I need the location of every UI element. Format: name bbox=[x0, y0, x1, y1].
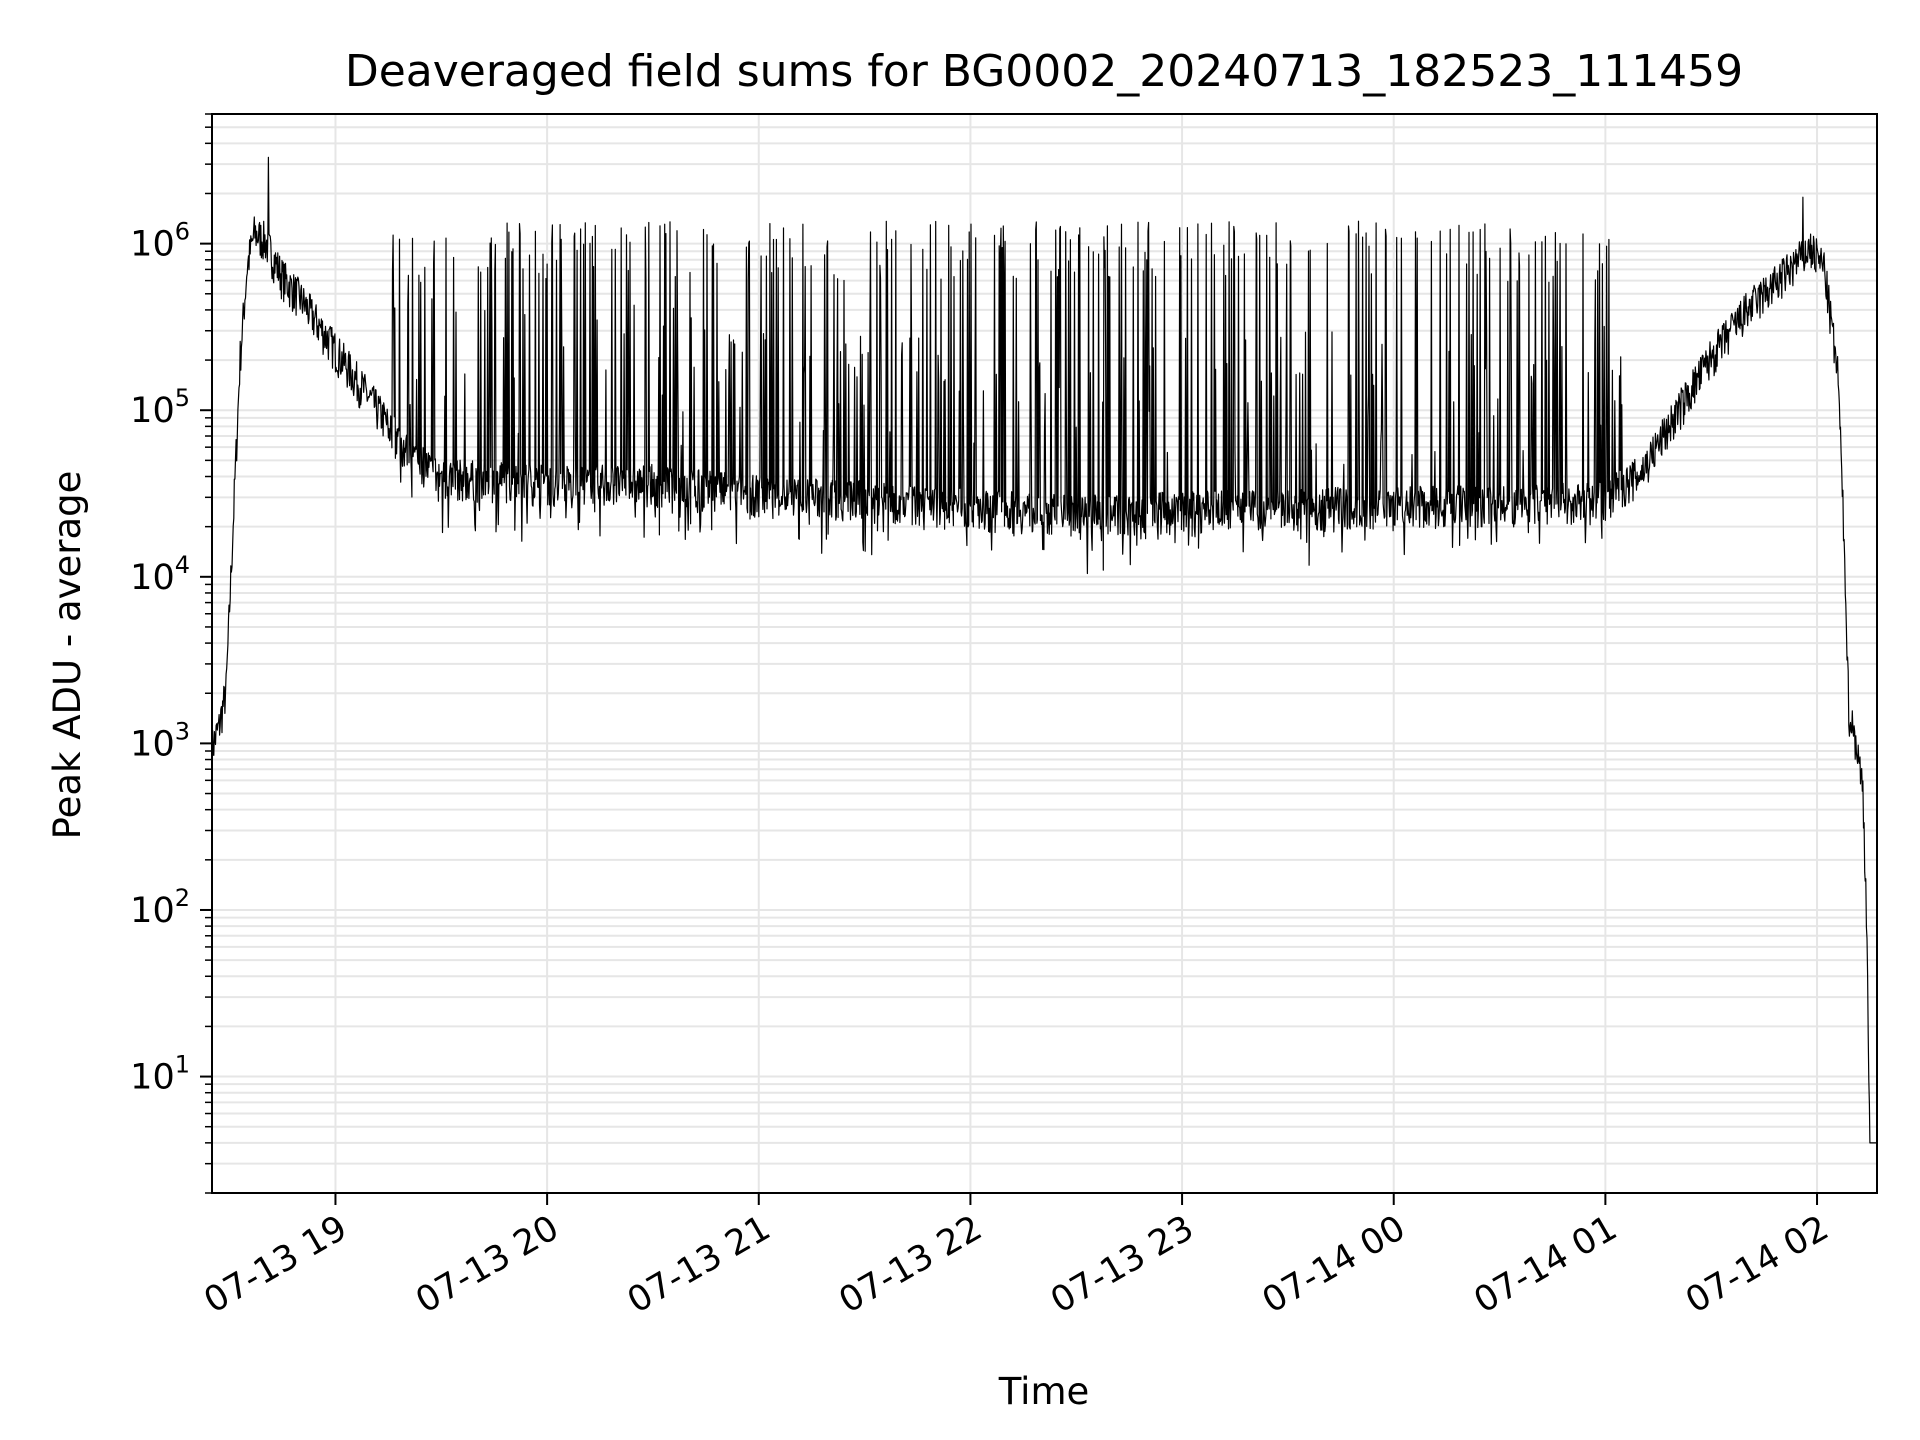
y-tick-label-exponent: 5 bbox=[175, 384, 190, 412]
plot-frame bbox=[211, 113, 1878, 1194]
series-line bbox=[211, 156, 1877, 1144]
y-tick-label-exponent: 4 bbox=[175, 551, 190, 579]
y-tick-label: 105 bbox=[130, 384, 190, 431]
x-tick-label: 07-13 20 bbox=[409, 1208, 565, 1321]
y-axis-label: Peak ADU - average bbox=[46, 471, 89, 840]
y-tick-label-base: 10 bbox=[130, 724, 175, 764]
x-tick-label: 07-14 01 bbox=[1468, 1208, 1624, 1321]
x-tick-label: 07-13 21 bbox=[621, 1208, 777, 1321]
y-tick-label-base: 10 bbox=[130, 558, 175, 598]
y-tick-label: 102 bbox=[130, 884, 190, 931]
x-axis: 07-13 19 07-13 20 07-13 21 07-13 22 07-13 23… bbox=[198, 1193, 1836, 1321]
chart-title: Deaveraged field sums for BG0002_2024071… bbox=[345, 46, 1743, 97]
y-tick-label-base: 10 bbox=[130, 225, 175, 265]
y-tick-label-base: 10 bbox=[130, 891, 175, 931]
x-tick-label: 07-13 19 bbox=[198, 1208, 354, 1321]
x-axis-label: Time bbox=[998, 1370, 1090, 1413]
x-tick-label: 07-13 23 bbox=[1044, 1208, 1200, 1321]
y-tick-label: 106 bbox=[130, 218, 190, 265]
y-tick-label-exponent: 3 bbox=[175, 717, 190, 745]
y-tick-label: 101 bbox=[130, 1051, 190, 1098]
y-tick-label: 104 bbox=[130, 551, 190, 598]
x-tick-label: 07-14 00 bbox=[1256, 1208, 1412, 1321]
y-tick-label: 103 bbox=[130, 717, 190, 764]
grid bbox=[212, 113, 1877, 1194]
x-tick-label: 07-13 22 bbox=[833, 1208, 989, 1321]
y-tick-label-exponent: 1 bbox=[175, 1051, 190, 1079]
y-tick-label-base: 10 bbox=[130, 391, 175, 431]
y-tick-label-exponent: 2 bbox=[175, 884, 190, 912]
y-tick-label-exponent: 6 bbox=[175, 218, 190, 246]
y-tick-label-base: 10 bbox=[130, 1058, 175, 1098]
x-tick-label: 07-14 02 bbox=[1679, 1208, 1835, 1321]
